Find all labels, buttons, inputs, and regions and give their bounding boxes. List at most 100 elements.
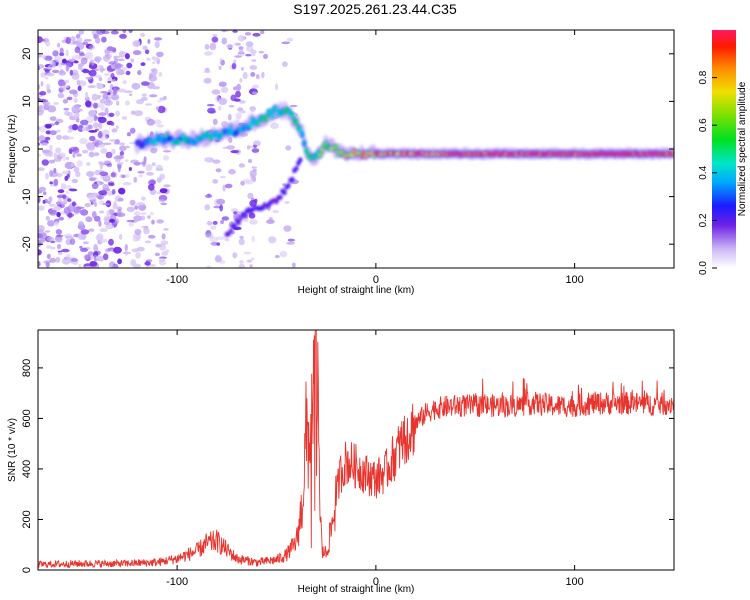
noise-speck (143, 156, 147, 163)
noise-speck (50, 246, 56, 250)
colorbar-tick-label: 0.4 (698, 165, 709, 179)
noise-speck (286, 37, 294, 42)
noise-speck (245, 53, 252, 57)
noise-speck (153, 37, 163, 41)
noise-speck (220, 175, 226, 179)
noise-speck (244, 32, 252, 36)
noise-speck (58, 216, 65, 221)
noise-speck (268, 216, 274, 223)
noise-speck (96, 83, 104, 90)
noise-speck (44, 69, 50, 73)
noise-speck (249, 264, 253, 268)
noise-speck (76, 205, 80, 212)
noise-speck (77, 124, 84, 132)
noise-speck (98, 130, 103, 139)
x-tick-label: -100 (166, 274, 188, 286)
noise-speck (65, 253, 72, 261)
noise-speck (57, 92, 64, 98)
noise-speck (124, 249, 128, 256)
noise-speck (228, 168, 236, 175)
noise-speck (88, 151, 95, 158)
noise-speck (233, 211, 238, 215)
noise-speck (151, 86, 161, 90)
noise-speck (124, 90, 133, 94)
noise-speck (275, 83, 279, 91)
noise-speck (239, 235, 244, 239)
noise-speck (129, 141, 136, 145)
noise-speck (132, 50, 142, 56)
noise-speck (64, 185, 72, 190)
noise-speck (233, 59, 237, 64)
noise-speck (248, 145, 255, 149)
noise-speck (212, 159, 221, 164)
noise-speck (112, 204, 118, 210)
noise-speck (55, 256, 61, 263)
noise-speck (147, 39, 151, 44)
snr-x-ticks: -100 0 100 (166, 330, 584, 588)
noise-speck (279, 250, 288, 258)
noise-speck (44, 55, 53, 61)
noise-speck (226, 44, 234, 49)
noise-speck (107, 76, 113, 82)
noise-speck (84, 265, 93, 268)
noise-speck (136, 99, 144, 105)
noise-speck (54, 55, 63, 63)
lower-branch-blob (232, 223, 237, 229)
noise-speck (39, 125, 47, 133)
noise-speck (94, 247, 99, 251)
noise-speck (111, 189, 116, 195)
noise-speck (57, 189, 65, 194)
noise-speck (289, 104, 298, 108)
noise-speck (73, 166, 80, 173)
snr-y-label: SNR (10 * v/v) (7, 418, 18, 482)
noise-speck (95, 36, 101, 44)
noise-speck (72, 123, 79, 131)
noise-speck (224, 238, 230, 242)
noise-speck (63, 107, 70, 111)
noise-speck (151, 68, 158, 76)
y-tick-label: 0 (21, 567, 33, 573)
noise-speck (62, 154, 66, 162)
noise-speck (159, 243, 166, 251)
noise-speck (107, 181, 115, 186)
noise-speck (67, 198, 72, 203)
ridge-core (294, 119, 299, 125)
noise-speck (40, 142, 49, 147)
y-tick-label: 600 (21, 409, 33, 427)
noise-speck (218, 65, 222, 70)
noise-speck (94, 250, 101, 256)
noise-speck (60, 68, 64, 74)
noise-speck (110, 121, 115, 126)
colorbar-tick-label: 0.0 (698, 261, 709, 275)
noise-speck (163, 95, 167, 100)
noise-speck (124, 173, 130, 179)
x-tick-label: 0 (373, 274, 379, 286)
noise-speck (102, 183, 109, 192)
snr-frame (37, 329, 675, 571)
noise-speck (93, 33, 98, 39)
noise-speck (45, 130, 52, 135)
noise-speck (38, 38, 46, 42)
noise-speck (159, 173, 165, 180)
noise-speck (47, 105, 57, 113)
noise-speck (157, 191, 162, 195)
noise-speck (64, 110, 70, 116)
noise-speck (98, 190, 108, 196)
noise-speck (118, 233, 123, 240)
noise-speck (113, 246, 122, 254)
noise-speck (78, 263, 82, 268)
noise-speck (70, 258, 78, 262)
noise-speck (285, 145, 292, 151)
noise-speck (69, 149, 73, 154)
noise-speck (76, 37, 83, 44)
noise-speck (102, 54, 111, 62)
noise-speck (38, 112, 44, 115)
noise-speck (56, 234, 64, 238)
noise-speck (126, 219, 135, 223)
noise-speck (117, 165, 121, 173)
noise-speck (102, 142, 112, 146)
noise-speck (38, 126, 41, 131)
noise-speck (58, 251, 63, 256)
noise-speck (77, 85, 82, 92)
noise-speck (114, 62, 122, 70)
